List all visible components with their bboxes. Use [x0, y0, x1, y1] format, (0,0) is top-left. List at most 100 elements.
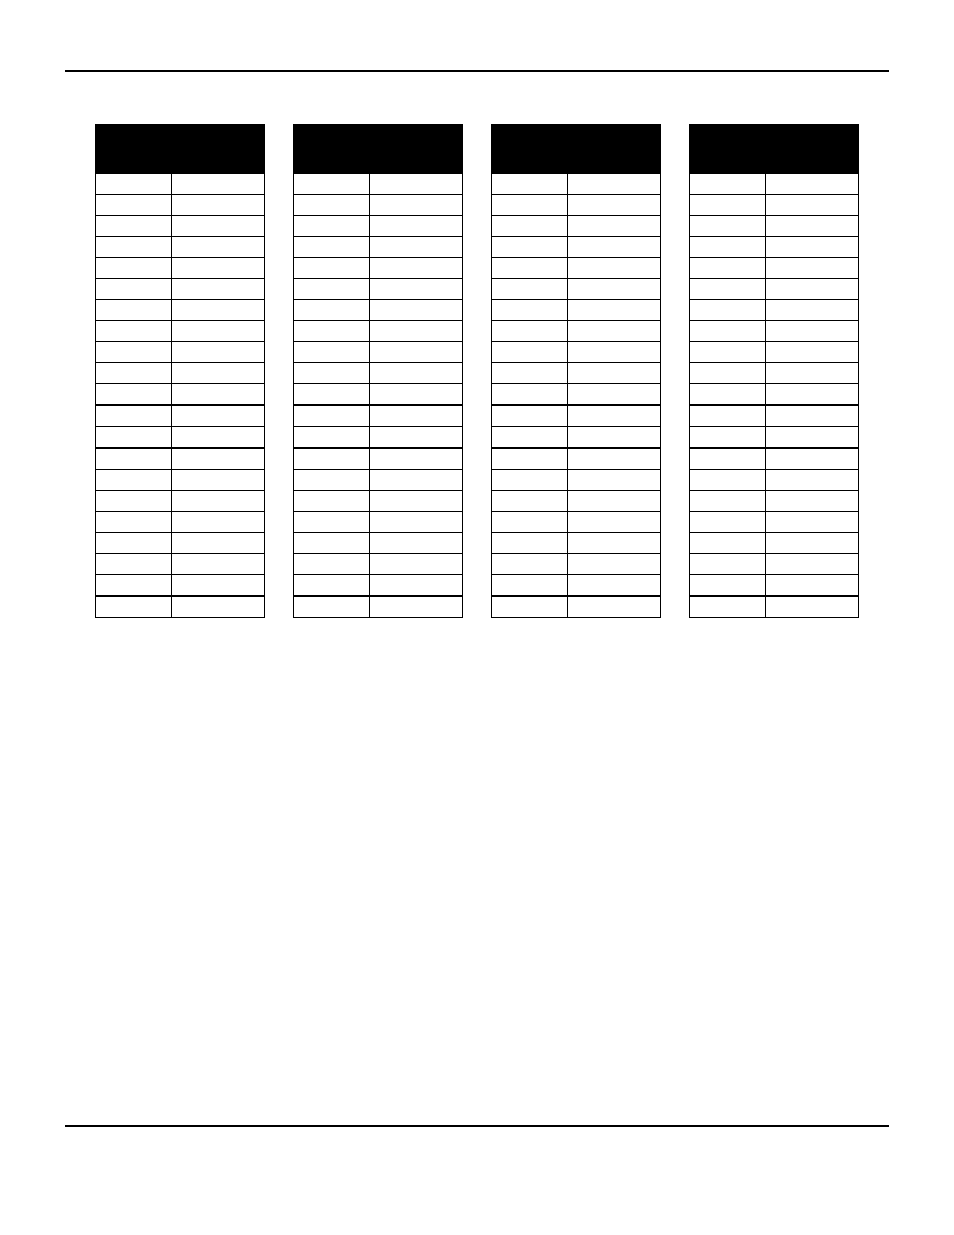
- table-subheader: [294, 174, 370, 195]
- table-cell: [370, 216, 463, 237]
- table-row: [492, 321, 661, 342]
- table-cell: [96, 448, 172, 470]
- table-cell: [690, 258, 766, 279]
- table-cell: [96, 427, 172, 449]
- table-subheader: [492, 174, 568, 195]
- table-cell: [492, 512, 568, 533]
- table-cell: [294, 512, 370, 533]
- table-cell: [492, 533, 568, 554]
- table-cell: [172, 300, 265, 321]
- table-cell: [172, 216, 265, 237]
- table-cell: [294, 427, 370, 449]
- table-cell: [568, 405, 661, 427]
- table-cell: [96, 195, 172, 216]
- table-cell: [294, 321, 370, 342]
- table-cell: [492, 575, 568, 597]
- table-cell: [690, 448, 766, 470]
- table-cell: [492, 363, 568, 384]
- table-cell: [492, 405, 568, 427]
- table-row: [96, 596, 265, 618]
- table-row: [294, 491, 463, 512]
- table-cell: [690, 195, 766, 216]
- table-row: [690, 258, 859, 279]
- table-cell: [370, 512, 463, 533]
- table-row: [294, 258, 463, 279]
- table-cell: [690, 216, 766, 237]
- table-cell: [492, 237, 568, 258]
- table-cell: [294, 554, 370, 575]
- table-cell: [690, 321, 766, 342]
- table-row: [690, 448, 859, 470]
- table-cell: [370, 279, 463, 300]
- table-cell: [690, 384, 766, 406]
- table-cell: [172, 405, 265, 427]
- table-cell: [766, 575, 859, 597]
- table-row: [294, 237, 463, 258]
- table-cell: [492, 427, 568, 449]
- table-cell: [568, 300, 661, 321]
- table-cell: [172, 491, 265, 512]
- table-row: [96, 279, 265, 300]
- table-cell: [294, 405, 370, 427]
- table-cell: [568, 533, 661, 554]
- table-cell: [766, 448, 859, 470]
- table-cell: [370, 384, 463, 406]
- table-cell: [172, 470, 265, 491]
- table-cell: [690, 237, 766, 258]
- table-cell: [294, 363, 370, 384]
- table-row: [96, 448, 265, 470]
- table-cell: [294, 279, 370, 300]
- table-row: [96, 554, 265, 575]
- table-cell: [766, 427, 859, 449]
- table-cell: [294, 258, 370, 279]
- table-cell: [568, 321, 661, 342]
- table-subheader: [766, 174, 859, 195]
- table-subheader: [568, 174, 661, 195]
- table-cell: [294, 596, 370, 618]
- data-table: [491, 124, 661, 618]
- table-subheader: [690, 174, 766, 195]
- table-cell: [492, 554, 568, 575]
- table-row: [294, 596, 463, 618]
- table-cell: [294, 470, 370, 491]
- table-cell: [96, 258, 172, 279]
- table-cell: [690, 342, 766, 363]
- table-cell: [766, 279, 859, 300]
- table-cell: [492, 596, 568, 618]
- table-cell: [690, 554, 766, 575]
- table-row: [690, 533, 859, 554]
- table-cell: [568, 342, 661, 363]
- table-cell: [294, 384, 370, 406]
- table-cell: [294, 342, 370, 363]
- table-cell: [370, 596, 463, 618]
- table-cell: [766, 384, 859, 406]
- table-row: [96, 575, 265, 597]
- table-cell: [492, 279, 568, 300]
- tables-container: [95, 124, 859, 618]
- table-cell: [96, 405, 172, 427]
- table-cell: [690, 279, 766, 300]
- table-cell: [690, 575, 766, 597]
- table-cell: [172, 279, 265, 300]
- table-row: [96, 300, 265, 321]
- table-row: [690, 512, 859, 533]
- table-cell: [96, 470, 172, 491]
- table-row: [690, 363, 859, 384]
- table-cell: [690, 405, 766, 427]
- table-row: [690, 427, 859, 449]
- table-cell: [370, 470, 463, 491]
- table-cell: [766, 470, 859, 491]
- table-row: [492, 300, 661, 321]
- table-row: [96, 363, 265, 384]
- table-row: [492, 237, 661, 258]
- table-cell: [492, 258, 568, 279]
- table-cell: [690, 491, 766, 512]
- table-row: [690, 384, 859, 406]
- table-cell: [690, 533, 766, 554]
- table-cell: [492, 216, 568, 237]
- table-cell: [766, 258, 859, 279]
- data-table: [293, 124, 463, 618]
- table-row: [492, 258, 661, 279]
- table-header: [96, 125, 265, 174]
- table-subheader: [96, 174, 172, 195]
